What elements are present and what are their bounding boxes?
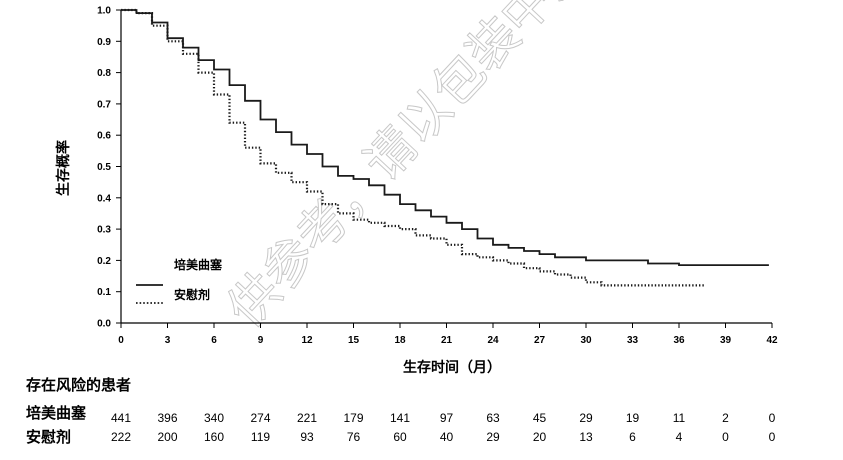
x-ticks: 0 3 6 9 12 15 18 21 24 27 30 33 36 39 42	[118, 323, 778, 346]
risk-table: 存在风险的患者 培美曲塞 安慰剂 441 396 340 274 221 179 141 97…	[26, 376, 776, 446]
x-tick-label: 9	[258, 335, 264, 346]
risk-count: 119	[251, 430, 270, 444]
risk-count: 200	[157, 430, 177, 444]
risk-count: 4	[676, 430, 683, 444]
x-tick-label: 0	[118, 335, 124, 346]
legend-label-placebo: 安慰剂	[174, 287, 210, 302]
y-tick-label: 0.1	[97, 287, 111, 298]
series-line-placebo	[121, 8, 704, 287]
risk-count: 19	[626, 411, 640, 425]
risk-count: 93	[300, 430, 314, 444]
risk-count: 0	[722, 430, 729, 444]
risk-row-placebo: 222 200 160 119 93 76 60 40 29 20 13 6 4 0 0	[111, 430, 776, 444]
risk-count: 40	[440, 430, 454, 444]
x-tick-label: 15	[348, 335, 360, 346]
watermark-text: 供参考，请以包装中所附	[216, 0, 634, 338]
x-tick-label: 39	[720, 335, 732, 346]
risk-count: 396	[157, 411, 177, 425]
risk-count: 179	[343, 411, 363, 425]
x-tick-label: 12	[301, 335, 313, 346]
legend: 培美曲塞 安慰剂	[136, 257, 223, 304]
x-tick-label: 27	[534, 335, 546, 346]
x-axis-title: 生存时间（月）	[403, 359, 501, 376]
y-tick-label: 0.3	[97, 225, 111, 236]
x-tick-label: 24	[487, 335, 499, 346]
y-tick-label: 0.5	[97, 162, 111, 173]
risk-count: 13	[579, 430, 593, 444]
y-tick-label: 0.6	[97, 131, 111, 142]
risk-count: 20	[533, 430, 547, 444]
y-tick-label: 0.2	[97, 256, 111, 267]
risk-count: 29	[486, 430, 500, 444]
risk-count: 2	[722, 411, 729, 425]
risk-count: 6	[629, 430, 636, 444]
y-tick-label: 1.0	[97, 6, 111, 17]
y-tick-label: 0.0	[97, 319, 111, 330]
risk-count: 441	[111, 411, 131, 425]
x-tick-label: 18	[394, 335, 406, 346]
risk-count: 45	[533, 411, 547, 425]
y-axis-title: 生存概率	[55, 140, 72, 196]
x-tick-label: 3	[165, 335, 171, 346]
risk-count: 97	[440, 411, 454, 425]
risk-row-label-placebo: 安慰剂	[26, 428, 71, 446]
y-tick-label: 0.9	[97, 37, 111, 48]
x-tick-label: 36	[673, 335, 685, 346]
risk-count: 29	[579, 411, 593, 425]
risk-row-pemetrexed: 441 396 340 274 221 179 141 97 63 45 29 19 11 2 0	[111, 411, 776, 425]
risk-count: 160	[204, 430, 224, 444]
y-tick-label: 0.8	[97, 68, 111, 79]
risk-count: 141	[390, 411, 410, 425]
risk-count: 0	[769, 411, 776, 425]
risk-count: 63	[486, 411, 500, 425]
series-layer	[121, 8, 769, 287]
risk-count: 0	[769, 430, 776, 444]
legend-label-pemetrexed: 培美曲塞	[174, 257, 223, 272]
risk-count: 221	[297, 411, 317, 425]
y-ticks: 0.0 0.1 0.2 0.3 0.4 0.5 0.6 0.7 0.8 0.9 1.0	[97, 6, 121, 330]
x-tick-label: 30	[580, 335, 592, 346]
watermark: 供参考，请以包装中所附	[216, 0, 635, 339]
risk-table-title: 存在风险的患者	[26, 376, 131, 394]
risk-count: 60	[393, 430, 407, 444]
y-tick-label: 0.7	[97, 99, 111, 110]
risk-count: 222	[111, 430, 131, 444]
risk-count: 340	[204, 411, 224, 425]
x-tick-label: 42	[766, 335, 778, 346]
y-tick-label: 0.4	[97, 193, 111, 204]
series-line-pemetrexed	[121, 9, 769, 266]
x-tick-label: 6	[211, 335, 217, 346]
x-tick-label: 33	[627, 335, 639, 346]
risk-count: 76	[347, 430, 361, 444]
risk-count: 11	[673, 411, 686, 425]
x-tick-label: 21	[441, 335, 453, 346]
risk-count: 274	[250, 411, 270, 425]
risk-row-label-pemetrexed: 培美曲塞	[26, 404, 87, 422]
